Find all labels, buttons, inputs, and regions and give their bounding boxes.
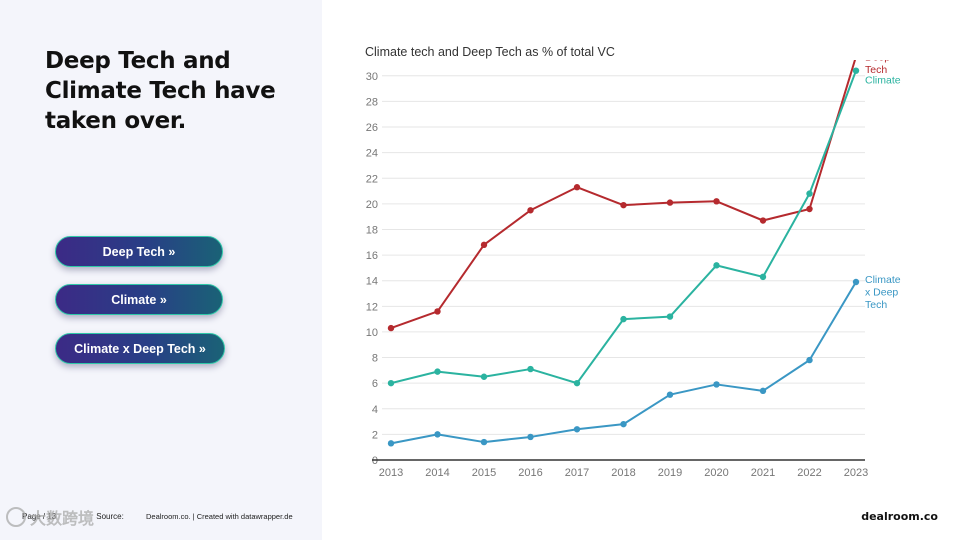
data-point: [527, 433, 534, 441]
brand-logo: dealroom.co: [861, 510, 938, 523]
source-label: Source:: [96, 512, 124, 521]
y-tick-label: 30: [366, 71, 378, 83]
y-tick-label: 24: [366, 148, 378, 160]
data-point: [387, 379, 395, 387]
x-tick-label: 2019: [658, 467, 682, 479]
y-tick-label: 28: [366, 96, 378, 108]
x-tick-label: 2020: [704, 467, 728, 479]
y-tick-label: 18: [366, 224, 378, 236]
data-point: [852, 67, 860, 74]
series-label: Climate: [865, 75, 901, 87]
data-point: [666, 199, 674, 206]
data-point: [573, 426, 581, 433]
x-tick-label: 2023: [844, 467, 868, 479]
y-tick-label: 4: [372, 404, 378, 416]
data-point: [527, 207, 534, 214]
data-point: [713, 381, 720, 388]
x-tick-label: 2021: [751, 467, 775, 479]
data-point: [852, 278, 860, 286]
series-label-line: Tech: [865, 64, 887, 76]
data-point: [480, 241, 488, 249]
data-point: [806, 190, 813, 197]
data-point: [620, 420, 627, 428]
left-panel: [0, 0, 322, 540]
series-label-line: x Deep: [865, 286, 898, 298]
data-point: [573, 379, 581, 387]
data-point: [434, 308, 441, 315]
data-point: [527, 365, 534, 373]
x-tick-label: 2014: [425, 467, 449, 479]
data-point: [620, 201, 627, 209]
chart-title: Climate tech and Deep Tech as % of total…: [365, 45, 615, 59]
x-tick-label: 2013: [379, 467, 403, 479]
y-tick-label: 16: [366, 250, 378, 262]
y-tick-label: 26: [366, 122, 378, 134]
data-point: [434, 368, 441, 375]
data-point: [713, 262, 720, 269]
data-point: [620, 315, 627, 323]
page-number-area: Page / 13 Source:: [22, 512, 124, 521]
deep-tech-button[interactable]: Deep Tech »: [55, 236, 223, 267]
data-point: [713, 198, 720, 205]
series-line: [390, 70, 857, 385]
series-label-line: Climate: [865, 274, 901, 286]
climate-button[interactable]: Climate »: [55, 284, 223, 315]
y-tick-label: 6: [372, 378, 378, 390]
source-text: Dealroom.co. | Created with datawrapper.…: [146, 512, 293, 521]
x-tick-label: 2018: [611, 467, 635, 479]
x-tick-label: 2017: [565, 467, 589, 479]
watermark-logo-icon: [6, 507, 26, 527]
data-point: [806, 356, 813, 364]
series-label-line: Deep: [865, 60, 890, 64]
data-point: [759, 387, 767, 395]
y-tick-label: 20: [366, 199, 378, 211]
data-point: [480, 438, 488, 446]
data-point: [387, 440, 395, 447]
data-point: [759, 217, 767, 224]
x-tick-label: 2016: [518, 467, 542, 479]
x-tick-label: 2015: [472, 467, 496, 479]
series-line: [390, 60, 857, 330]
y-tick-label: 0: [372, 455, 378, 467]
y-tick-label: 2: [372, 429, 378, 441]
series-label-line: Tech: [865, 299, 887, 311]
watermark: 大数跨境: [6, 505, 94, 529]
y-tick-label: 10: [366, 327, 378, 339]
page-number: Page / 13: [22, 512, 57, 521]
watermark-text: 大数跨境: [30, 511, 95, 528]
data-point: [387, 324, 395, 332]
data-point: [480, 373, 488, 380]
x-tick-label: 2022: [797, 467, 821, 479]
series-label: Climate x Deep Tech: [865, 274, 901, 311]
data-point: [666, 391, 674, 398]
data-point: [666, 313, 674, 320]
y-tick-label: 14: [366, 276, 378, 288]
data-point: [806, 205, 813, 213]
climate-x-deep-tech-button[interactable]: Climate x Deep Tech »: [55, 333, 225, 364]
page-headline: Deep Tech and Climate Tech have taken ov…: [45, 48, 276, 134]
series-label-line: Climate: [865, 75, 901, 87]
data-point: [759, 273, 767, 281]
y-tick-label: 22: [366, 173, 378, 185]
data-point: [434, 431, 441, 438]
data-point: [573, 184, 581, 191]
y-tick-label: 8: [372, 353, 378, 365]
y-tick-label: 12: [366, 301, 378, 313]
